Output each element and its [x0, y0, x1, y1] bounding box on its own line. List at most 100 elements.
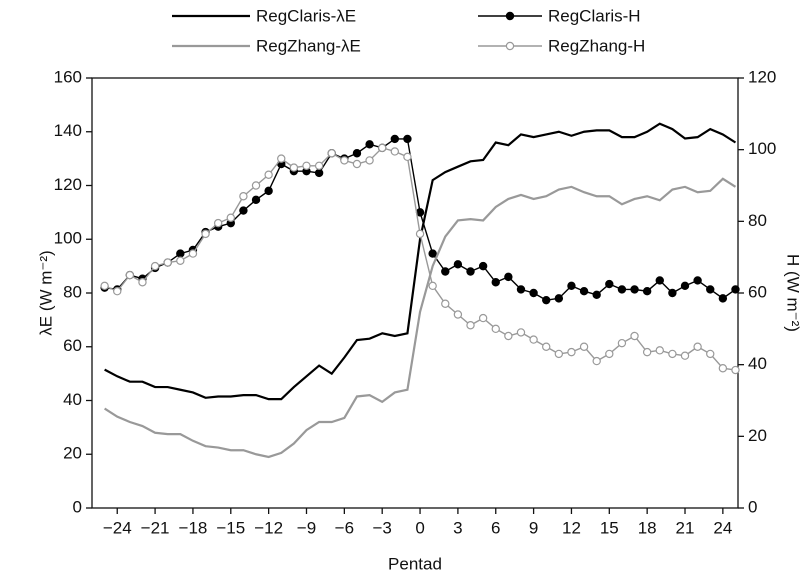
series-line — [104, 177, 737, 459]
series-marker — [655, 346, 664, 355]
x-tick-label: −21 — [141, 518, 170, 537]
series-marker — [239, 206, 248, 215]
series-marker — [466, 321, 475, 330]
series-marker — [327, 149, 336, 158]
series-marker — [403, 152, 412, 162]
series-marker — [314, 168, 324, 178]
series-marker — [529, 335, 538, 344]
y-tick-label: 20 — [63, 444, 82, 463]
y-tick-label: 140 — [54, 121, 82, 140]
series-marker — [491, 278, 500, 287]
series-marker — [453, 260, 463, 269]
series-marker — [605, 279, 614, 289]
series-marker — [668, 288, 677, 298]
series-marker — [150, 261, 160, 271]
series-marker — [554, 349, 564, 359]
series-marker — [277, 154, 286, 163]
legend-label: RegClaris-H — [548, 6, 641, 25]
series-marker — [718, 364, 728, 373]
series-marker — [390, 147, 400, 156]
series-marker — [706, 285, 715, 294]
x-tick-label: −18 — [179, 518, 208, 537]
series-line — [104, 147, 736, 371]
x-tick-label: 15 — [600, 518, 619, 537]
series-marker — [567, 347, 576, 357]
x-tick-label: −6 — [335, 518, 354, 537]
series-marker — [491, 324, 500, 334]
x-tick-label: 18 — [638, 518, 657, 537]
series-marker — [542, 295, 551, 305]
x-tick-label: 24 — [713, 518, 732, 537]
series-marker — [680, 281, 690, 291]
x-axis-label: Pentad — [388, 554, 442, 573]
series-marker — [478, 261, 488, 271]
series-marker — [163, 258, 172, 267]
series-marker — [516, 328, 526, 337]
series-marker — [731, 365, 740, 375]
series-marker — [365, 140, 374, 149]
series-marker — [125, 270, 135, 280]
series-marker — [428, 281, 437, 291]
x-tick-label: 12 — [562, 518, 581, 537]
series-marker — [504, 272, 513, 282]
y-tick-label: 80 — [63, 282, 82, 301]
series-marker — [239, 192, 248, 201]
series-marker — [251, 181, 261, 190]
series-marker — [542, 342, 551, 351]
series-marker — [340, 156, 349, 165]
series-marker — [302, 161, 311, 170]
series-marker — [352, 159, 362, 169]
series-marker — [668, 349, 677, 359]
y-tick-label: 40 — [63, 390, 82, 409]
series-marker — [428, 249, 437, 258]
series-marker — [138, 278, 147, 287]
series-marker — [630, 285, 639, 294]
series-marker — [226, 213, 235, 222]
series-marker — [617, 338, 627, 348]
series-marker — [213, 218, 223, 228]
x-tick-label: −3 — [373, 518, 392, 537]
series-marker — [352, 149, 362, 158]
series-marker — [592, 356, 601, 366]
series-marker — [201, 229, 210, 239]
legend-label: RegZhang-H — [548, 36, 645, 55]
series-line — [104, 122, 737, 401]
y-tick-label: 100 — [54, 229, 82, 248]
series-marker — [403, 134, 412, 144]
x-tick-label: 0 — [415, 518, 424, 537]
y2-tick-label: 20 — [748, 426, 767, 445]
series-marker — [100, 281, 109, 291]
series-marker — [453, 310, 463, 319]
legend-label: RegClaris-λE — [256, 6, 356, 25]
y-tick-label: 0 — [73, 497, 82, 516]
y2-tick-label: 40 — [748, 354, 767, 373]
series-marker — [731, 285, 740, 294]
y2-tick-label: 120 — [748, 67, 776, 86]
plot-frame — [91, 77, 739, 509]
y2-tick-label: 100 — [748, 139, 776, 158]
series-marker — [718, 294, 728, 303]
series-marker — [642, 347, 652, 357]
series-marker — [188, 249, 198, 258]
x-tick-label: −24 — [103, 518, 132, 537]
series-marker — [264, 170, 273, 179]
y-tick-label: 160 — [54, 67, 82, 86]
series-marker — [251, 195, 261, 205]
series-marker — [579, 287, 589, 296]
series-marker — [365, 156, 374, 165]
series-marker — [377, 143, 387, 153]
legend-label: RegZhang-λE — [256, 36, 361, 55]
x-tick-label: 9 — [529, 518, 538, 537]
series-marker — [592, 290, 601, 299]
series-marker — [176, 249, 185, 258]
series-marker — [441, 267, 450, 276]
y2-tick-label: 60 — [748, 282, 767, 301]
series-marker — [655, 276, 664, 285]
y2-axis-label: H (W m⁻²) — [784, 254, 803, 332]
series-marker — [314, 161, 324, 170]
legend-marker — [505, 41, 515, 51]
series-marker — [113, 287, 122, 296]
x-tick-label: 3 — [453, 518, 462, 537]
x-tick-label: −12 — [254, 518, 283, 537]
